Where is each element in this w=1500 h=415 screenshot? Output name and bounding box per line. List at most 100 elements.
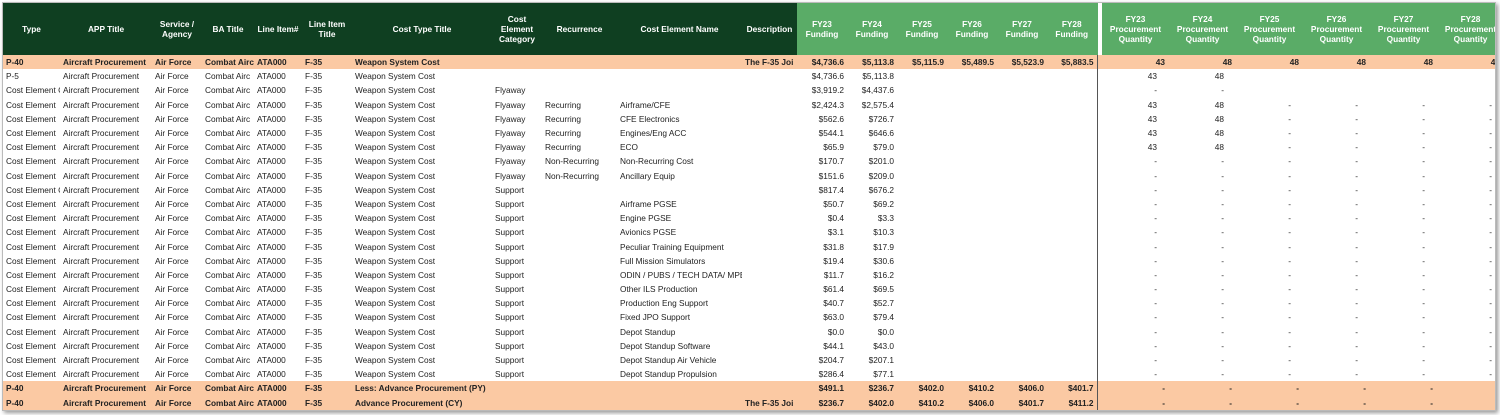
table-cell: $52.7 [873, 298, 894, 309]
table-cell [997, 367, 1047, 381]
table-cell: - [1288, 340, 1291, 351]
gap-cell [1097, 282, 1102, 297]
table-cell: $0.4 [827, 213, 844, 224]
table-cell [897, 183, 947, 197]
table-cell: $676.2 [868, 184, 894, 195]
table-cell: $2,424.3 [811, 99, 844, 110]
table-cell: - [1355, 227, 1358, 238]
table-cell: - [1437, 381, 1495, 396]
table-cell [492, 381, 542, 396]
gap-cell [1096, 3, 1102, 55]
table-cell: $40.7 [823, 298, 844, 309]
table-row: Cost Element Aircraft Procurement Air Forc… [3, 211, 1495, 226]
table-cell: ATA000 [257, 85, 286, 96]
table-cell: - [1422, 355, 1425, 366]
table-cell: 43 [1147, 99, 1157, 110]
table-cell [897, 140, 947, 154]
column-header: Line Item# [254, 3, 302, 55]
table-cell: F-35 [305, 340, 323, 351]
table-cell: Combat Airc [205, 227, 251, 238]
table-cell: Cost Element [6, 128, 56, 139]
table-cell: - [1489, 170, 1492, 181]
table-cell [742, 282, 797, 296]
table-cell: - [1489, 156, 1492, 167]
table-cell [947, 98, 997, 112]
gap-cell [1097, 140, 1102, 155]
table-cell: 43 [1147, 142, 1157, 153]
table-cell: Weapon System Cost [355, 269, 436, 280]
table-cell: Weapon System Cost [355, 255, 436, 266]
table-row: Cost Element Aircraft Procurement Air Forc… [3, 352, 1495, 368]
table-cell: Combat Airc [205, 369, 251, 380]
table-cell: Weapon System Cost [355, 284, 436, 295]
table-cell [947, 254, 997, 268]
table-cell: $0.0 [877, 326, 894, 337]
table-cell [897, 211, 947, 225]
table-cell: Weapon System Cost [355, 142, 436, 153]
table-cell: Cost Element [6, 170, 56, 181]
table-cell [997, 183, 1047, 197]
table-cell: Support [495, 340, 525, 351]
table-cell: Support [495, 312, 525, 323]
table-cell: Aircraft Procurement [63, 355, 140, 366]
table-cell: - [1288, 170, 1291, 181]
table-cell: Combat Airc [205, 340, 251, 351]
column-header: FY28 Funding [1047, 3, 1097, 55]
table-cell: - [1422, 198, 1425, 209]
table-cell [542, 225, 617, 239]
table-cell: $5,113.8 [847, 55, 897, 70]
table-cell: 48 [1303, 55, 1370, 70]
table-cell: Aircraft Procurement [63, 198, 140, 209]
table-cell [542, 296, 617, 310]
table-cell: $2,575.4 [861, 99, 894, 110]
table-cell: Combat Airc [205, 85, 251, 96]
table-cell: Combat Airc [205, 241, 251, 252]
table-cell: F-35 [305, 227, 323, 238]
table-cell: - [1355, 255, 1358, 266]
table-cell: $406.0 [947, 395, 997, 410]
table-cell [542, 395, 617, 410]
table-cell: $61.4 [823, 284, 844, 295]
table-cell [997, 197, 1047, 211]
table-cell: Support [495, 198, 525, 209]
gap-cell [1097, 296, 1102, 311]
table-cell: Aircraft Procurement [63, 340, 140, 351]
table-cell: - [1221, 269, 1224, 280]
table-cell [997, 225, 1047, 239]
table-cell: ATA000 [257, 184, 286, 195]
table-cell: - [1288, 99, 1291, 110]
table-cell: $646.6 [868, 128, 894, 139]
table-cell: - [1489, 128, 1492, 139]
table-cell: - [1422, 227, 1425, 238]
table-cell: - [1154, 312, 1157, 323]
table-cell: $5,113.8 [862, 71, 894, 82]
table-cell [897, 310, 947, 324]
table-cell: Air Force [155, 369, 189, 380]
table-cell: Support [495, 355, 525, 366]
table-cell: $3.1 [827, 227, 844, 238]
table-cell [997, 98, 1047, 112]
gap-cell [1097, 225, 1102, 240]
table-cell: Air Force [155, 326, 189, 337]
table-cell: - [1303, 395, 1370, 410]
table-cell: - [1355, 298, 1358, 309]
column-header: FY25 Procurement Quantity [1236, 3, 1303, 55]
table-cell: - [1355, 269, 1358, 280]
table-cell [742, 126, 797, 140]
table-cell: F-35 [305, 369, 323, 380]
table-cell: - [1221, 85, 1224, 96]
table-cell: Advance Procurement (CY) [352, 395, 492, 410]
table-cell: - [1355, 170, 1358, 181]
table-cell: - [1102, 395, 1169, 410]
table-cell [897, 154, 947, 168]
table-cell [742, 211, 797, 225]
table-cell: P-40 [3, 55, 60, 70]
table-cell [742, 140, 797, 154]
table-cell: P-5 [6, 71, 19, 82]
table-cell: $79.4 [873, 312, 894, 323]
table-cell: - [1221, 198, 1224, 209]
table-cell [492, 395, 542, 410]
table-cell: Weapon System Cost [355, 170, 436, 181]
table-cell: $817.4 [818, 184, 844, 195]
table-cell: - [1489, 113, 1492, 124]
